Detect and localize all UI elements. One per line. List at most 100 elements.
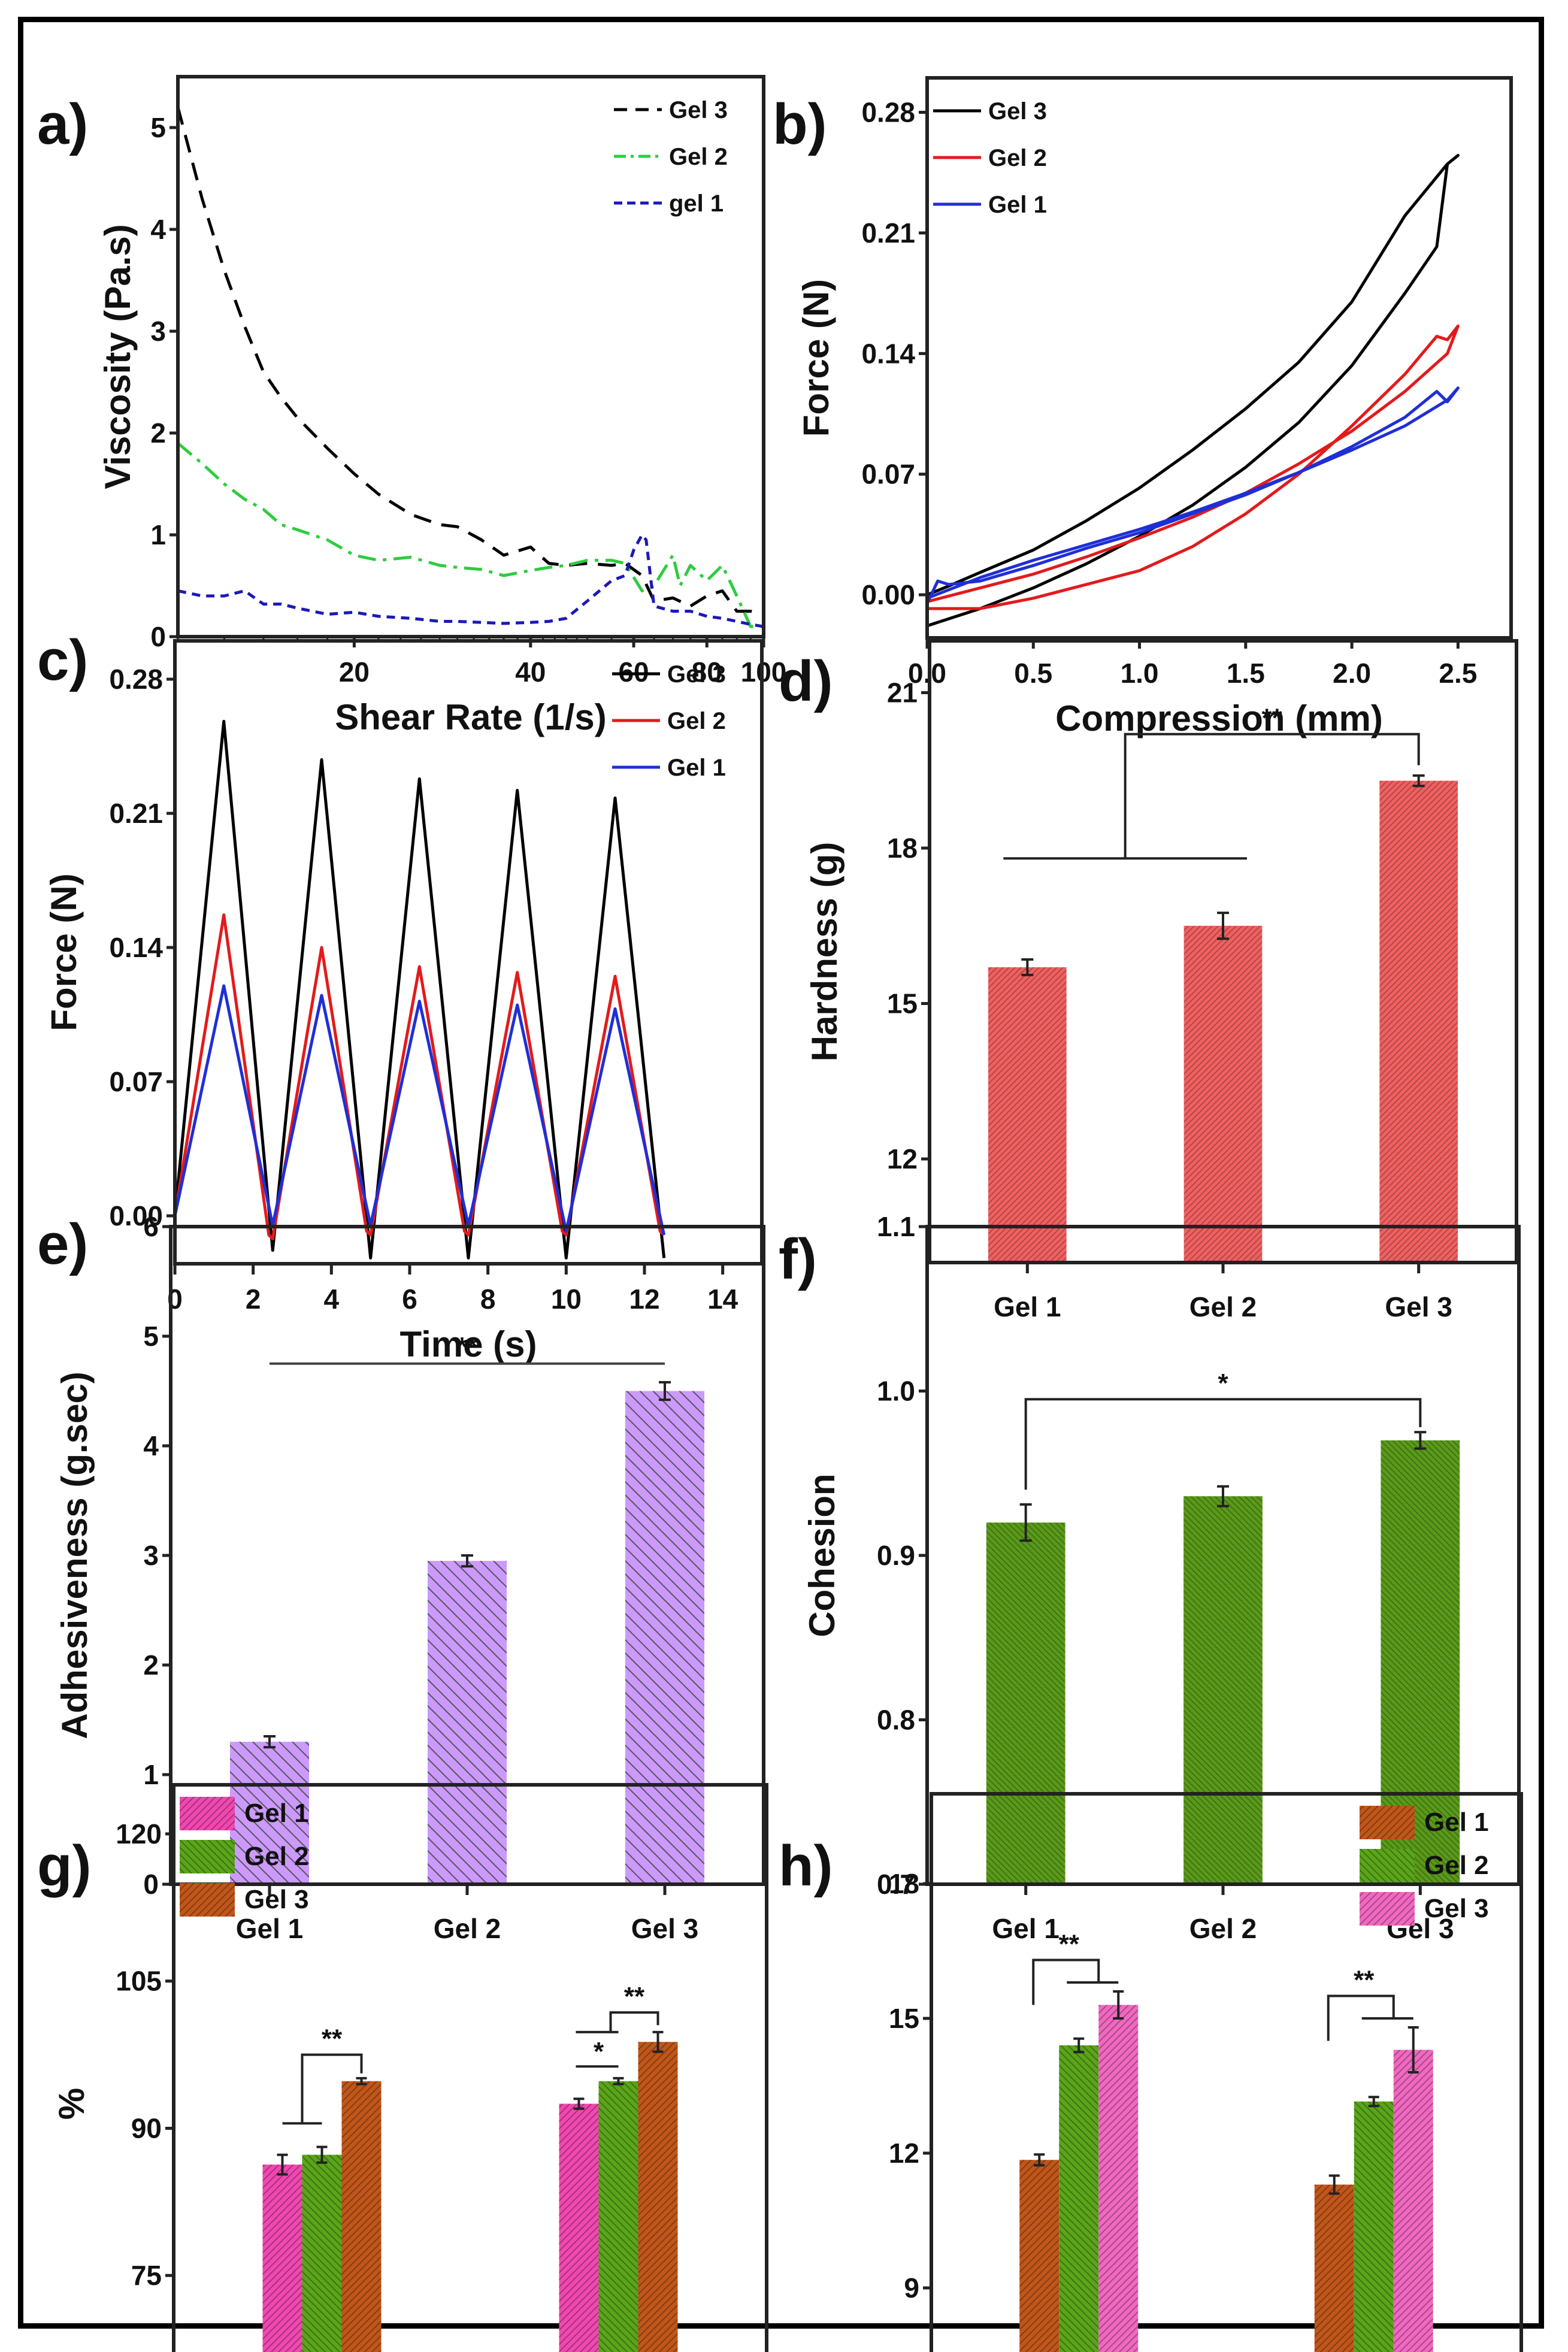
y-tick-label: 6 xyxy=(143,1211,159,1242)
significance-annotations: ** ** xyxy=(1032,1930,1413,2041)
legend: Gel 1 Gel 2 Gel 3 xyxy=(1360,1806,1489,1926)
legend-swatch xyxy=(180,1840,235,1873)
significance-label: * xyxy=(594,2037,604,2066)
y-tick-label: 18 xyxy=(889,1868,919,1899)
x-tick-label: Gel 1 xyxy=(992,1913,1060,1944)
y-axis-title: Cohesion xyxy=(802,1473,842,1637)
y-tick-label: 1 xyxy=(150,519,166,550)
y-axis-title: Hardness (g) xyxy=(804,842,844,1062)
significance-label: ** xyxy=(624,1982,645,2011)
y-tick-label: 105 xyxy=(116,1966,162,1997)
y-tick-label: 4 xyxy=(143,1430,159,1461)
x-tick-label: Gel 2 xyxy=(1189,1913,1257,1944)
bar-gel-1 xyxy=(1019,2160,1060,2352)
legend-swatch xyxy=(180,1797,235,1830)
x-tick-label: 40 xyxy=(515,656,546,688)
y-tick-label: 0.28 xyxy=(109,664,163,695)
legend-swatch xyxy=(1360,1892,1415,1926)
y-tick-label: 1.0 xyxy=(877,1376,915,1407)
panel-d: Gel 1 Gel 2 Gel 3 12 15 18 21 Hardness (g) d) ** xyxy=(779,639,1518,1322)
legend-label: Gel 1 xyxy=(1424,1808,1489,1837)
significance-label: ** xyxy=(1059,1930,1080,1959)
y-tick-label: 0.9 xyxy=(877,1540,915,1571)
bar-gel-1 xyxy=(559,2103,599,2352)
panel-label: g) xyxy=(37,1834,92,1898)
legend-swatch xyxy=(1360,1849,1415,1882)
x-tick-label: Gel 3 xyxy=(1385,1291,1452,1322)
y-tick-label: 15 xyxy=(887,988,918,1019)
panel-label: d) xyxy=(779,649,833,713)
series-line-gel-3 xyxy=(176,107,764,616)
bar-gel-3 xyxy=(341,2081,382,2352)
significance-annotations: ** xyxy=(1003,704,1420,860)
y-tick-label: 5 xyxy=(150,112,166,143)
y-tick-label: 3 xyxy=(143,1540,159,1571)
x-tick-label: 2.5 xyxy=(1439,658,1477,689)
y-tick-label: 12 xyxy=(887,1143,918,1175)
significance-bracket xyxy=(1327,1994,1395,2041)
y-tick-label: 0.14 xyxy=(109,932,163,963)
y-tick-label: 90 xyxy=(131,2112,162,2144)
legend-swatch xyxy=(1360,1806,1415,1839)
x-tick-label: 12 xyxy=(629,1284,659,1315)
legend-label: Gel 2 xyxy=(1424,1851,1489,1880)
x-tick-label: 0.5 xyxy=(1014,658,1052,689)
figure-frame xyxy=(18,17,1544,2329)
panel-label: a) xyxy=(37,92,88,156)
bar xyxy=(625,1391,704,1884)
panel-d-axes-frame xyxy=(928,639,1518,1264)
legend-label: Gel 3 xyxy=(988,98,1047,125)
significance-label: ** xyxy=(1354,1966,1375,1995)
y-tick-label: 0.7 xyxy=(877,1869,915,1900)
y-tick-label: 18 xyxy=(887,833,918,864)
panel-a-axes-frame xyxy=(176,75,765,638)
x-tick-label: 8 xyxy=(480,1284,496,1315)
significance-bracket xyxy=(1024,1398,1422,1490)
y-tick-label: 0.07 xyxy=(109,1066,163,1097)
x-tick-label: 1.0 xyxy=(1121,658,1159,689)
y-tick-label: 21 xyxy=(887,677,918,709)
y-tick-label: 4 xyxy=(150,214,166,245)
panel-label: h) xyxy=(779,1834,833,1898)
bar-gel-1 xyxy=(1314,2184,1354,2352)
bar-gel-2 xyxy=(1354,2101,1394,2352)
y-tick-label: 3 xyxy=(150,316,166,347)
x-axis-title: Time (s) xyxy=(400,1324,537,1364)
y-tick-label: 15 xyxy=(889,2003,919,2034)
y-axis-title: Force (N) xyxy=(44,873,84,1031)
legend: Gel 3 Gel 2 gel 1 xyxy=(614,97,728,217)
x-axis-title: Shear Rate (1/s) xyxy=(335,697,607,737)
legend-swatch xyxy=(180,1883,235,1917)
bar xyxy=(230,1742,309,1884)
significance-label: * xyxy=(1218,1369,1228,1398)
series-line-gel-3 xyxy=(927,154,1460,628)
y-tick-label: 9 xyxy=(904,2272,919,2303)
significance-label: ** xyxy=(1262,704,1283,733)
panel-g: ResilenceSpringiness607590105120%g)Gel 1… xyxy=(37,1783,768,2352)
bar xyxy=(988,967,1067,1263)
bar xyxy=(986,1522,1065,1884)
series-line-gel-1 xyxy=(177,533,764,628)
panel-label: c) xyxy=(37,628,88,692)
bar-gel-2 xyxy=(302,2154,342,2352)
x-tick-label: Gel 1 xyxy=(236,1913,304,1944)
significance-annotations: ** xyxy=(270,1332,665,1365)
series-line-gel-2 xyxy=(177,442,764,628)
y-tick-label: 0 xyxy=(143,1869,159,1900)
y-tick-label: 2 xyxy=(143,1649,159,1681)
bar xyxy=(1183,925,1263,1263)
significance-bracket xyxy=(1032,1959,1100,2005)
bar-gel-3 xyxy=(1098,2005,1139,2352)
y-tick-label: 1 xyxy=(143,1759,159,1790)
x-tick-label: 60 xyxy=(618,656,649,688)
legend-label: Gel 1 xyxy=(667,755,726,781)
y-tick-label: 0.28 xyxy=(861,97,915,128)
bar xyxy=(1183,1496,1263,1884)
panel-label: e) xyxy=(37,1212,88,1276)
series-line-gel-2 xyxy=(927,324,1460,610)
